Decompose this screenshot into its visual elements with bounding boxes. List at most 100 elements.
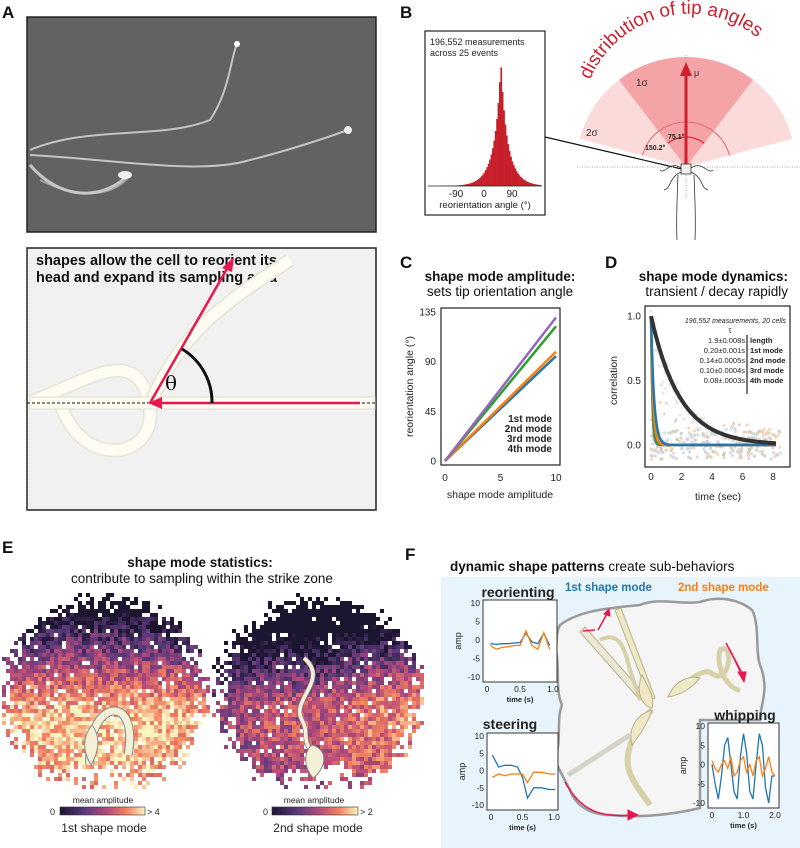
- heatmap-cell: [304, 625, 308, 629]
- heatmap-cell: [316, 737, 320, 741]
- heatmap-cell: [276, 757, 280, 761]
- heatmap-cell: [336, 677, 340, 681]
- heatmap-cell: [308, 773, 312, 777]
- heatmap-cell: [94, 617, 98, 621]
- heatmap-cell: [142, 641, 146, 645]
- heatmap-cell: [158, 637, 162, 641]
- heatmap-cell: [312, 725, 316, 729]
- heatmap-cell: [130, 757, 134, 761]
- scatter-point: [675, 401, 680, 405]
- heatmap-cell: [2, 689, 6, 693]
- heatmap-cell: [372, 741, 376, 745]
- heatmap-cell: [232, 673, 236, 677]
- heatmap-cell: [312, 645, 316, 649]
- heatmap-cell: [268, 657, 272, 661]
- heatmap-cell: [134, 713, 138, 717]
- heatmap-cell: [178, 681, 182, 685]
- heatmap-cell: [58, 709, 62, 713]
- heatmap-cell: [356, 733, 360, 737]
- heatmap-cell: [364, 749, 368, 753]
- heatmap-cell: [94, 665, 98, 669]
- heatmap-cell: [360, 693, 364, 697]
- heatmap-cell: [292, 741, 296, 745]
- colorbar: [271, 806, 359, 816]
- scatter-point: [761, 434, 765, 438]
- heatmap-cell: [376, 681, 380, 685]
- heatmap-cell: [138, 725, 142, 729]
- heatmap-cell: [174, 705, 178, 709]
- heatmap-cell: [236, 685, 240, 689]
- heatmap-cell: [162, 733, 166, 737]
- heatmap-cell: [98, 665, 102, 669]
- heatmap-cell: [178, 733, 182, 737]
- heatmap-cell: [70, 713, 74, 717]
- heatmap-cell: [256, 693, 260, 697]
- heatmap-cell: [304, 709, 308, 713]
- histogram-bar: [514, 168, 517, 186]
- heatmap-cell: [380, 753, 384, 757]
- heatmap-cell: [236, 733, 240, 737]
- heatmap-cell: [106, 685, 110, 689]
- heatmap-cell: [276, 625, 280, 629]
- heatmap-cell: [296, 669, 300, 673]
- heatmap-cell: [240, 729, 244, 733]
- heatmap-cell: [384, 637, 388, 641]
- heatmap-cell: [420, 677, 424, 681]
- heatmap-cell: [38, 737, 42, 741]
- heatmap-cell: [42, 721, 46, 725]
- heatmap-cell: [186, 701, 190, 705]
- heatmap-cell: [46, 753, 50, 757]
- heatmap-cell: [178, 725, 182, 729]
- scatter-point: [675, 381, 679, 385]
- heatmap-cell: [256, 753, 260, 757]
- scatter-point: [655, 350, 659, 354]
- heatmap-cell: [320, 717, 324, 721]
- heatmap-cell: [94, 677, 98, 681]
- heatmap-cell: [30, 701, 34, 705]
- scatter-point: [714, 450, 718, 454]
- heatmap-cell: [260, 717, 264, 721]
- heatmap-cell: [70, 685, 74, 689]
- heatmap-cell: [106, 701, 110, 705]
- heatmap-cell: [162, 645, 166, 649]
- heatmap-cell: [228, 725, 232, 729]
- heatmap-cell: [312, 637, 316, 641]
- heatmap-cell: [384, 657, 388, 661]
- heatmap-cell: [348, 749, 352, 753]
- heatmap-cell: [240, 673, 244, 677]
- heatmap-cell: [336, 661, 340, 665]
- heatmap-cell: [344, 729, 348, 733]
- heatmap-cell: [138, 757, 142, 761]
- heatmap-cell: [42, 709, 46, 713]
- heatmap-cell: [236, 637, 240, 641]
- x-tick-label: 0: [485, 684, 490, 694]
- histogram-bar: [508, 151, 511, 186]
- heatmap-cell: [130, 617, 134, 621]
- heatmap-cell: [146, 693, 150, 697]
- heatmap-cell: [78, 669, 82, 673]
- heatmap-cell: [368, 633, 372, 637]
- heatmap-cell: [154, 625, 158, 629]
- heatmap-cell: [412, 665, 416, 669]
- chart-c-title: shape mode amplitude:: [425, 269, 576, 284]
- scatter-point: [739, 453, 743, 457]
- heatmap-cell: [240, 641, 244, 645]
- heatmap-cell: [272, 681, 276, 685]
- heatmap-cell: [236, 633, 240, 637]
- scatter-point: [663, 387, 667, 391]
- heatmap-cell: [54, 637, 58, 641]
- heatmap-cell: [110, 593, 114, 597]
- heatmap-cell: [264, 689, 268, 693]
- heatmap-cell: [300, 641, 304, 645]
- histogram-bar: [462, 184, 465, 186]
- heatmap-cell: [380, 673, 384, 677]
- heatmap-cell: [30, 697, 34, 701]
- heatmap-cell: [264, 669, 268, 673]
- heatmap-cell: [376, 689, 380, 693]
- heatmap-cell: [94, 757, 98, 761]
- heatmap-cell: [240, 705, 244, 709]
- heatmap-cell: [78, 609, 82, 613]
- heatmap-cell: [316, 661, 320, 665]
- heatmap-cell: [332, 649, 336, 653]
- heatmap-cell: [240, 737, 244, 741]
